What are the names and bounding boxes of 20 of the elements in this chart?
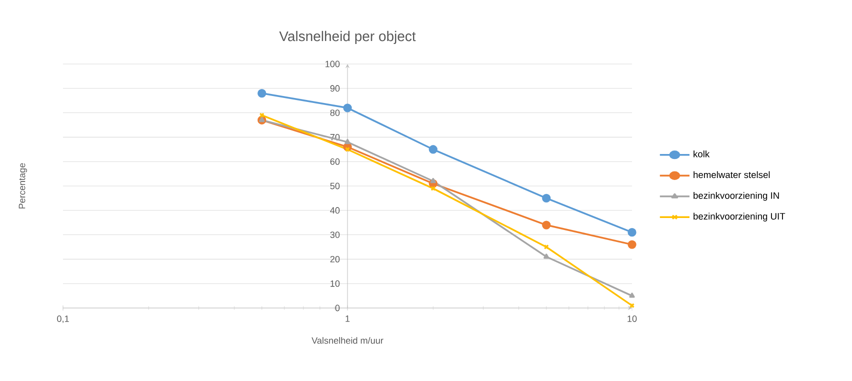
y-tick-label: 40	[330, 207, 340, 214]
y-tick-label: 0	[335, 304, 340, 312]
legend-label: bezinkvoorziening UIT	[694, 212, 786, 222]
y-tick-label: 30	[330, 232, 340, 238]
x-axis-title: Valsnelheid m/uur	[312, 337, 384, 344]
y-tick-label: 100	[326, 60, 340, 68]
y-tick-label: 90	[330, 85, 340, 92]
legend-label: bezinkvoorziening IN	[694, 192, 779, 201]
y-tick-label: 20	[330, 256, 340, 262]
x-tick-label: 0,1	[57, 316, 69, 324]
x-tick-label: 1	[346, 316, 350, 322]
y-tick-label: 60	[330, 158, 340, 165]
y-tick-label: 50	[330, 182, 340, 190]
x-tick-label: 10	[628, 316, 637, 322]
y-tick-label: 80	[330, 110, 340, 116]
y-tick-label: 10	[330, 280, 340, 287]
y-axis-title: Percentage	[18, 163, 28, 208]
legend-label: hemelwater stelsel	[694, 171, 770, 178]
legend-label: kolk	[694, 150, 710, 158]
chart-title: Valsnelheid per object	[279, 30, 416, 44]
